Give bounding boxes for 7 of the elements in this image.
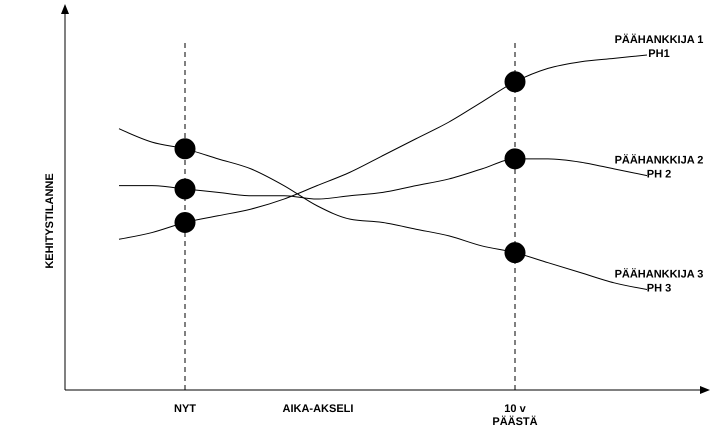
series-label: PÄÄHANKKIJA 2 PH 2: [614, 154, 704, 181]
x-tick-label: NYT: [174, 403, 196, 415]
y-axis-title: KEHITYSTILANNE: [44, 173, 56, 269]
x-axis-title: AIKA-AKSELI: [282, 403, 354, 415]
series-label: PÄÄHANKKIJA 3 PH 3: [614, 268, 704, 294]
x-tick-label: 10 v PÄÄSTÄ: [492, 403, 538, 428]
series-label: PÄÄHANKKIJA 1 PH1: [614, 33, 704, 60]
